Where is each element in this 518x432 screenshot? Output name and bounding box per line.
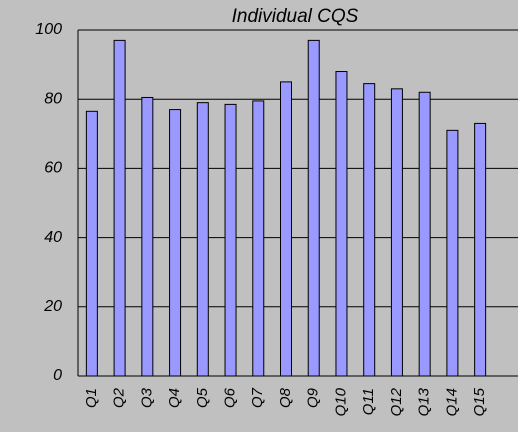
x-tick-label: Q14 [443,388,460,416]
bar [224,103,237,377]
chart-title: Individual CQS [232,6,359,27]
bar [196,102,209,377]
bar [280,81,292,377]
x-tick-label: Q6 [222,387,239,408]
x-tick-label: Q5 [194,387,211,408]
bar [474,122,487,377]
x-tick-label: Q7 [249,387,266,408]
x-tick-label: Q12 [388,387,405,416]
x-tick-label: Q15 [471,387,488,416]
y-tick-label: 100 [35,21,62,38]
y-tick-label: 60 [44,160,62,177]
bar [169,109,182,377]
bar [363,83,376,377]
x-tick-label: Q11 [360,388,377,415]
bar [252,100,265,377]
bar [307,39,320,377]
y-tick-label: 40 [44,229,62,246]
x-tick-label: Q2 [111,387,128,408]
bar [418,91,431,377]
bar [390,88,403,377]
bar [335,71,348,377]
x-tick-label: Q13 [416,387,433,416]
y-tick-label: 0 [53,367,62,384]
bar [113,39,126,377]
x-tick-label: Q10 [332,387,349,416]
x-tick-label: Q9 [305,387,322,408]
x-tick-label: Q8 [277,387,294,408]
bar [85,110,98,377]
y-tick-label: 20 [43,298,62,315]
x-tick-label: Q1 [83,388,100,408]
y-tick-label: 80 [44,90,62,107]
bar [141,96,154,377]
bar [446,129,459,377]
x-tick-label: Q4 [166,388,183,408]
x-tick-label: Q3 [138,387,155,408]
